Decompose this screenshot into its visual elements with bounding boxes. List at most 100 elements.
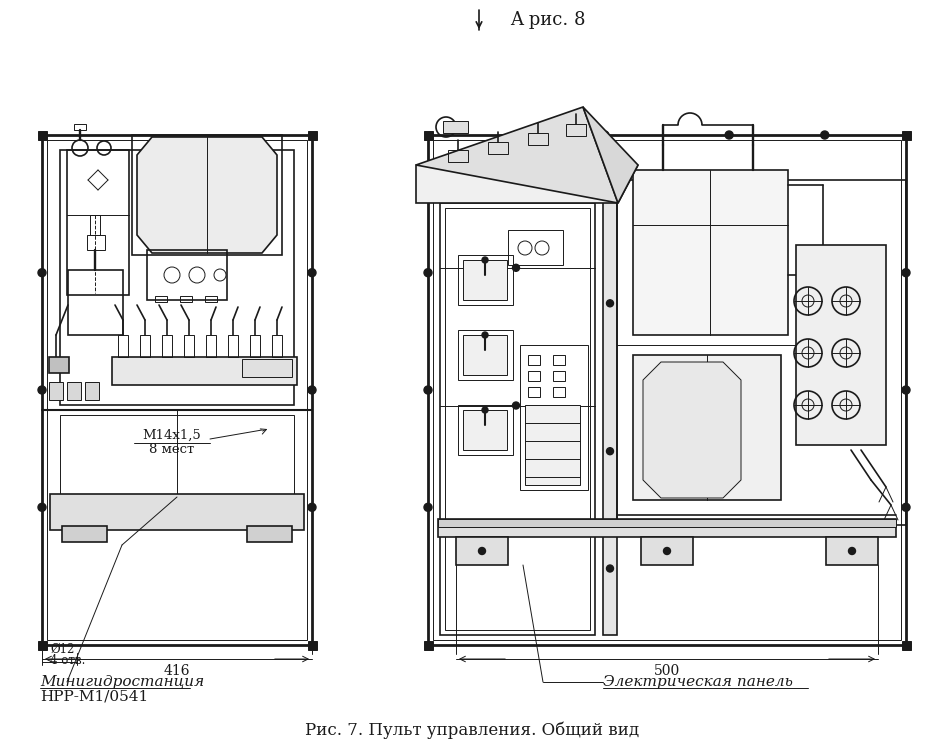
Bar — [458, 330, 513, 380]
Bar — [85, 382, 99, 400]
Circle shape — [308, 386, 315, 394]
Bar — [90, 215, 100, 235]
Text: Рис. 7. Пульт управления. Общий вид: Рис. 7. Пульт управления. Общий вид — [305, 722, 638, 739]
Bar — [179, 296, 192, 302]
Circle shape — [38, 503, 46, 512]
Circle shape — [512, 402, 519, 409]
Bar — [147, 250, 227, 300]
Bar — [38, 640, 46, 650]
Circle shape — [424, 503, 431, 512]
Circle shape — [724, 131, 733, 139]
Bar — [458, 255, 513, 305]
Bar — [463, 260, 507, 300]
Polygon shape — [137, 137, 277, 253]
Text: НРР-М1/0541: НРР-М1/0541 — [40, 690, 148, 704]
Polygon shape — [415, 107, 617, 203]
Bar — [206, 335, 216, 357]
Bar — [59, 415, 294, 495]
Circle shape — [600, 131, 608, 139]
Bar — [246, 526, 292, 542]
Circle shape — [38, 386, 46, 394]
Bar — [272, 335, 281, 357]
Circle shape — [606, 565, 613, 572]
Bar — [508, 230, 563, 265]
Bar — [463, 410, 507, 450]
Bar — [552, 387, 565, 397]
Text: A рис. 8: A рис. 8 — [510, 11, 585, 29]
Bar — [184, 335, 194, 357]
Bar — [901, 130, 909, 140]
Circle shape — [901, 268, 909, 277]
Circle shape — [901, 503, 909, 512]
Bar — [38, 130, 46, 140]
Circle shape — [478, 548, 485, 554]
Bar — [525, 405, 580, 485]
Bar — [67, 382, 81, 400]
Text: Ø12: Ø12 — [50, 643, 75, 656]
Text: 500: 500 — [653, 664, 680, 678]
Polygon shape — [415, 165, 637, 203]
Bar — [47, 140, 307, 640]
Bar — [42, 135, 312, 645]
Bar — [118, 335, 127, 357]
Bar — [528, 355, 539, 365]
Bar — [50, 494, 304, 530]
Circle shape — [424, 386, 431, 394]
Bar — [632, 355, 780, 500]
Bar — [437, 519, 895, 527]
Bar — [528, 387, 539, 397]
Circle shape — [481, 407, 487, 413]
Bar — [242, 359, 292, 377]
Polygon shape — [642, 362, 740, 498]
Circle shape — [606, 448, 613, 454]
Polygon shape — [582, 107, 637, 203]
Bar — [632, 170, 787, 335]
Circle shape — [38, 268, 46, 277]
Bar — [140, 335, 150, 357]
Bar — [463, 335, 507, 375]
Bar — [49, 357, 69, 373]
Circle shape — [606, 300, 613, 307]
Bar — [901, 640, 909, 650]
Text: Электрическая панель: Электрическая панель — [602, 675, 792, 689]
Bar — [87, 235, 105, 250]
Circle shape — [308, 503, 315, 512]
Bar — [205, 296, 217, 302]
Bar — [155, 296, 167, 302]
Circle shape — [663, 548, 670, 554]
Circle shape — [820, 131, 828, 139]
Bar — [528, 371, 539, 381]
Bar — [228, 335, 238, 357]
Bar — [74, 124, 86, 130]
Circle shape — [901, 386, 909, 394]
Text: М14х1,5: М14х1,5 — [143, 428, 201, 442]
Bar — [59, 150, 294, 405]
Circle shape — [848, 548, 854, 554]
Bar — [67, 150, 129, 295]
Text: Минигидростанция: Минигидростанция — [40, 675, 204, 689]
Bar — [528, 133, 548, 145]
Text: 4 отв.: 4 отв. — [50, 655, 85, 668]
Circle shape — [308, 268, 315, 277]
Circle shape — [481, 332, 487, 338]
Bar — [250, 335, 260, 357]
Bar — [440, 203, 595, 635]
Circle shape — [512, 264, 519, 272]
Bar — [487, 142, 508, 154]
Bar — [428, 135, 905, 645]
Bar — [132, 135, 281, 255]
Bar — [443, 121, 467, 133]
Bar — [552, 355, 565, 365]
Bar — [565, 124, 585, 136]
Bar — [640, 537, 692, 565]
Bar — [825, 537, 877, 565]
Bar — [616, 180, 905, 525]
Circle shape — [481, 257, 487, 263]
Bar — [456, 537, 508, 565]
Bar — [161, 335, 172, 357]
Bar — [423, 130, 432, 140]
Bar — [602, 200, 616, 635]
Bar — [437, 519, 895, 537]
Bar — [445, 208, 589, 630]
Bar — [519, 345, 587, 490]
